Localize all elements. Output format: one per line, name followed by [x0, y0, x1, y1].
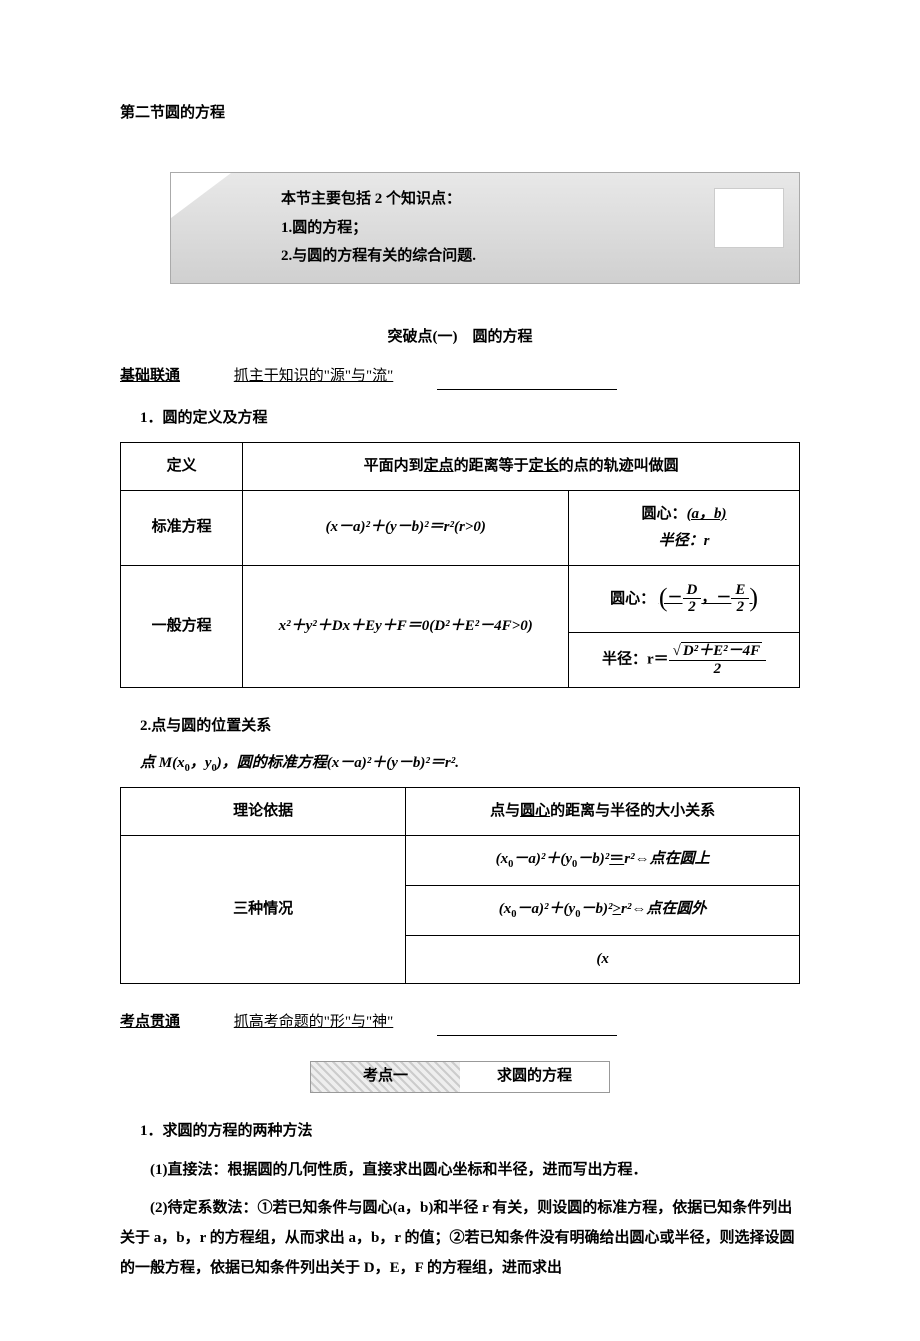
- t2-r2c2b: (x0－a)²＋(y0－b)²>r²⇔点在圆外: [406, 886, 800, 936]
- t2a-5: －b)²: [577, 851, 609, 867]
- t2-r2c2c: (x: [406, 935, 800, 983]
- callout-blank-box: [714, 188, 784, 248]
- s2i-m2: )，圆的标准方程(x－a)²＋(y－b)²＝r².: [217, 755, 459, 771]
- t1-r2c3-l2: 半径：r: [659, 533, 710, 549]
- t1-r2c2-eq: (x－a)²＋(y－b)²＝r²(r>0): [326, 519, 486, 535]
- t2-r1c2-post: 的距离与半径的大小关系: [550, 803, 715, 819]
- t1-r1c1: 定义: [121, 442, 243, 490]
- t1-r3c1: 一般方程: [121, 565, 243, 688]
- t2-r1c2-u: 圆心: [520, 803, 550, 819]
- t1-r2c3-l1-pre: 圆心：: [642, 506, 687, 522]
- t1-f2n: E: [731, 582, 749, 600]
- t1-r1c2-mid: 的距离等于: [454, 458, 529, 474]
- t2a-6: ＝: [609, 851, 624, 867]
- t1-f1d: 2: [683, 599, 702, 616]
- t1-r2c1: 标准方程: [121, 490, 243, 565]
- callout-line-3: 2.与圆的方程有关的综合问题.: [281, 242, 779, 271]
- t2a-7: r²⇔点在圆上: [624, 851, 709, 867]
- t1-r3c2-eq: x²＋y²＋Dx＋Ey＋F＝0(D²＋E²－4F>0): [279, 618, 533, 634]
- t2-r1c1: 理论依据: [121, 788, 406, 836]
- t1-rden: 2: [669, 661, 767, 678]
- kaodian-tail-line: [437, 1021, 617, 1036]
- t2b-5: －b)²: [580, 901, 612, 917]
- sec3-heading: 1．求圆的方程的两种方法: [140, 1118, 800, 1145]
- t1-r1c2-u2: 定长: [529, 458, 559, 474]
- table-position: 理论依据 点与圆心的距离与半径的大小关系 三种情况 (x0－a)²＋(y0－b)…: [120, 787, 800, 984]
- sec2-intro: 点 M(x0，y0)，圆的标准方程(x－a)²＋(y－b)²＝r².: [140, 750, 800, 779]
- kaodian-box-right: 求圆的方程: [460, 1062, 609, 1092]
- kaodian-lead: 考点贯通: [120, 1014, 180, 1030]
- t1-f2d: 2: [731, 599, 749, 616]
- jichu-lead: 基础联通: [120, 368, 180, 384]
- kaodian-mid: 抓高考命题的"形"与"神": [184, 1014, 434, 1030]
- sec3-p2: (2)待定系数法：①若已知条件与圆心(a，b)和半径 r 有关，则设圆的标准方程…: [120, 1193, 800, 1283]
- t1-r3c3b: 半径：r＝ D²＋E²－4F 2: [569, 633, 800, 688]
- jichu-tail-line: [437, 375, 617, 390]
- callout-line-1: 本节主要包括 2 个知识点：: [281, 185, 779, 214]
- s2i-m1: ，y: [190, 755, 212, 771]
- breakpoint-heading: 突破点(一) 圆的方程: [120, 324, 800, 351]
- sec3-p1: (1)直接法：根据圆的几何性质，直接求出圆心坐标和半径，进而写出方程．: [120, 1155, 800, 1185]
- t2b-7: r²⇔点在圆外: [621, 901, 706, 917]
- kaodian-box: 考点一 求圆的方程: [310, 1061, 610, 1093]
- t1-r1c2-pre: 平面内到: [364, 458, 424, 474]
- t1-r3c3a: 圆心： (－D2，－E2): [569, 565, 800, 633]
- jichu-row: 基础联通 抓主干知识的"源"与"流": [120, 363, 800, 390]
- kaodian-row: 考点贯通 抓高考命题的"形"与"神": [120, 1009, 800, 1036]
- t2-r2c1: 三种情况: [121, 836, 406, 984]
- t2c-1: (x: [596, 951, 609, 967]
- t1-r3c2: x²＋y²＋Dx＋Ey＋F＝0(D²＋E²－4F>0): [243, 565, 569, 688]
- t2-r1c2: 点与圆心的距离与半径的大小关系: [406, 788, 800, 836]
- t1-r3c3b-pre: 半径：r＝: [602, 652, 669, 668]
- sec1-heading: 1．圆的定义及方程: [140, 405, 800, 432]
- t1-r1c2-post: 的点的轨迹叫做圆: [559, 458, 679, 474]
- t2a-3: －a)²＋(y: [513, 851, 572, 867]
- callout-box: 本节主要包括 2 个知识点： 1.圆的方程； 2.与圆的方程有关的综合问题.: [170, 172, 800, 284]
- s2i-pre: 点 M(x: [140, 755, 185, 771]
- t2b-1: (x: [499, 901, 512, 917]
- t1-r2c3: 圆心：(a，b) 半径：r: [569, 490, 800, 565]
- callout-line-2: 1.圆的方程；: [281, 214, 779, 243]
- t1-f1n: D: [683, 582, 702, 600]
- t1-r3c3a-pre: 圆心：: [610, 590, 655, 606]
- t2-r2c2a: (x0－a)²＋(y0－b)²＝r²⇔点在圆上: [406, 836, 800, 886]
- table-definition: 定义 平面内到定点的距离等于定长的点的轨迹叫做圆 标准方程 (x－a)²＋(y－…: [120, 442, 800, 689]
- t1-r2c3-l1-u: (a，b): [687, 506, 727, 522]
- sec2-heading: 2.点与圆的位置关系: [140, 713, 800, 740]
- t2b-3: －a)²＋(y: [517, 901, 576, 917]
- jichu-mid: 抓主干知识的"源"与"流": [184, 368, 434, 384]
- t1-r1c2-u1: 定点: [424, 458, 454, 474]
- t1-r2c2: (x－a)²＋(y－b)²＝r²(r>0): [243, 490, 569, 565]
- page-title: 第二节圆的方程: [120, 100, 800, 127]
- kaodian-box-left: 考点一: [311, 1062, 460, 1092]
- t1-r1c2: 平面内到定点的距离等于定长的点的轨迹叫做圆: [243, 442, 800, 490]
- t2a-1: (x: [496, 851, 509, 867]
- t1-rad: D²＋E²－4F: [681, 642, 762, 659]
- t2-r1c2-pre: 点与: [490, 803, 520, 819]
- t2b-6: >: [612, 901, 621, 917]
